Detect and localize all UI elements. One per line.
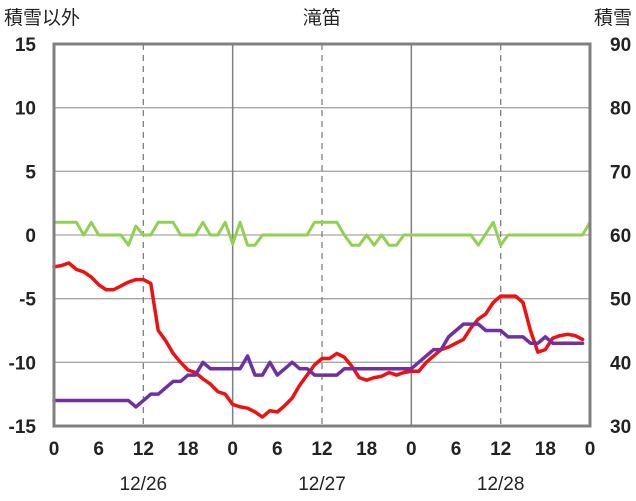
x-tick-label: 12 bbox=[133, 439, 154, 460]
x-tick-label: 18 bbox=[356, 439, 377, 460]
series-line-1 bbox=[52, 261, 585, 419]
left-tick-label: -5 bbox=[19, 290, 36, 311]
date-label: 12/27 bbox=[298, 474, 346, 495]
left-tick-label: -15 bbox=[9, 417, 37, 438]
right-tick-label: 90 bbox=[610, 35, 631, 56]
right-tick-label: 80 bbox=[610, 99, 631, 120]
series-line-2 bbox=[52, 322, 585, 409]
x-tick-label: 0 bbox=[227, 439, 238, 460]
x-tick-label: 6 bbox=[272, 439, 283, 460]
x-tick-label: 18 bbox=[535, 439, 556, 460]
right-tick-label: 70 bbox=[610, 162, 631, 183]
x-tick-label: 12 bbox=[311, 439, 332, 460]
left-tick-label: 15 bbox=[15, 35, 37, 56]
right-axis-label: 積雪 bbox=[594, 7, 632, 29]
plot-frame bbox=[52, 42, 592, 428]
date-label: 12/28 bbox=[477, 474, 525, 495]
data-series bbox=[52, 220, 592, 419]
right-tick-label: 30 bbox=[610, 417, 631, 438]
right-tick-label: 40 bbox=[610, 353, 631, 374]
right-tick-label: 60 bbox=[610, 226, 631, 247]
date-label: 12/26 bbox=[120, 474, 168, 495]
series-line-3 bbox=[52, 220, 592, 247]
left-tick-label: 0 bbox=[25, 226, 36, 247]
left-tick-label: 5 bbox=[25, 162, 36, 183]
left-axis-label: 積雪以外 bbox=[4, 7, 80, 29]
left-tick-label: -10 bbox=[9, 353, 36, 374]
x-tick-label: 0 bbox=[49, 439, 60, 460]
x-tick-label: 12 bbox=[490, 439, 511, 460]
right-tick-label: 50 bbox=[610, 290, 631, 311]
x-tick-label: 6 bbox=[451, 439, 462, 460]
left-tick-label: 10 bbox=[15, 99, 36, 120]
chart-title: 滝笛 bbox=[303, 7, 341, 29]
x-tick-label: 18 bbox=[177, 439, 198, 460]
x-tick-label: 0 bbox=[406, 439, 417, 460]
x-tick-label: 0 bbox=[585, 439, 596, 460]
x-tick-label: 6 bbox=[93, 439, 104, 460]
